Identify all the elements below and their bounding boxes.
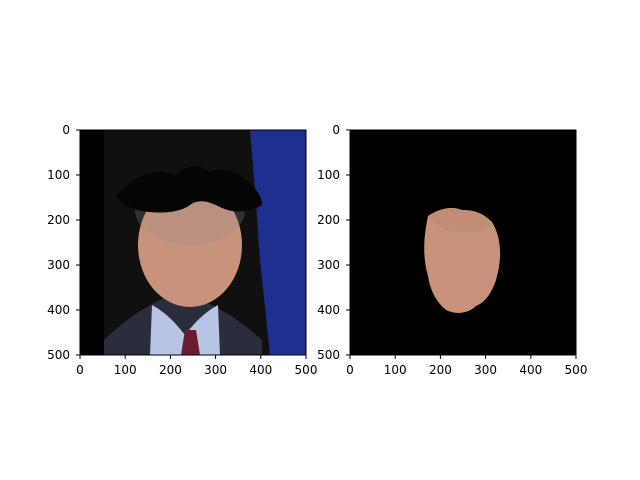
right-image — [350, 130, 576, 355]
left-axes-frame — [79, 129, 307, 356]
right-x-tick-label-0: 0 — [346, 363, 354, 377]
left-y-tick-label-200: 200 — [47, 213, 70, 227]
right-y-tick-label-500: 500 — [317, 348, 340, 362]
left-x-tick-label-400: 400 — [249, 363, 272, 377]
left-image-panel: 0 100 200 300 400 500 0 100 200 300 400 … — [47, 123, 317, 377]
right-x-tick-label-300: 300 — [474, 363, 497, 377]
right-y-tick-label-200: 200 — [317, 213, 340, 227]
right-y-tick-label-100: 100 — [317, 168, 340, 182]
flag — [250, 130, 306, 355]
shirt — [150, 305, 220, 355]
right-y-tick-label-400: 400 — [317, 303, 340, 317]
left-x-tick-label-0: 0 — [76, 363, 84, 377]
right-x-tick-label-500: 500 — [565, 363, 588, 377]
right-x-tick-label-100: 100 — [384, 363, 407, 377]
left-y-tick-label-100: 100 — [47, 168, 70, 182]
left-y-tick-label-500: 500 — [47, 348, 70, 362]
right-y-tick-label-0: 0 — [332, 123, 340, 137]
cropped-face — [424, 208, 501, 313]
mustache-overlay — [116, 166, 262, 213]
photo-left-black-strip — [80, 130, 104, 355]
left-y-tick-label-0: 0 — [62, 123, 70, 137]
right-x-tick-label-400: 400 — [519, 363, 542, 377]
face — [138, 183, 242, 307]
left-image — [80, 130, 306, 355]
tie — [181, 330, 200, 355]
right-image-panel: 0 100 200 300 400 500 0 100 200 300 400 … — [317, 123, 587, 377]
right-x-tick-label-200: 200 — [429, 363, 452, 377]
left-x-tick-label-500: 500 — [295, 363, 318, 377]
right-y-tick-label-300: 300 — [317, 258, 340, 272]
suit — [104, 292, 262, 355]
left-y-tick-label-300: 300 — [47, 258, 70, 272]
left-x-axis: 0 100 200 300 400 500 — [76, 355, 317, 377]
left-x-tick-label-300: 300 — [204, 363, 227, 377]
right-axes-frame — [349, 129, 577, 356]
left-x-tick-label-100: 100 — [114, 363, 137, 377]
left-y-axis: 0 100 200 300 400 500 — [47, 123, 80, 362]
face-shading — [428, 208, 492, 233]
right-y-axis: 0 100 200 300 400 500 — [317, 123, 350, 362]
right-x-axis: 0 100 200 300 400 500 — [346, 355, 587, 377]
left-y-tick-label-400: 400 — [47, 303, 70, 317]
left-x-tick-label-200: 200 — [159, 363, 182, 377]
